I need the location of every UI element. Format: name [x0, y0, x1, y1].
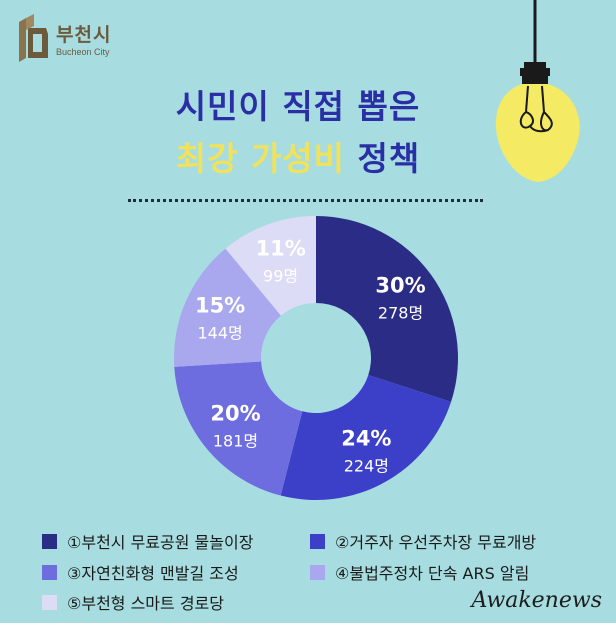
title-line-1: 시민이 직접 뽑은	[175, 87, 421, 126]
donut-slice-5	[225, 216, 316, 316]
lightbulb-icon	[495, 0, 580, 182]
legend-item-2: ②거주자 우선주차장 무료개방	[310, 529, 536, 553]
legend-item-4: ④불법주정차 단속 ARS 알림	[310, 560, 529, 584]
slice-percent-label-5: 11%	[255, 237, 305, 261]
legend-item-1: ①부천시 무료공원 물놀이장	[42, 529, 253, 553]
slice-count-label-2: 224명	[344, 457, 389, 476]
slice-percent-label-2: 24%	[341, 427, 391, 451]
legend-label: ⑤부천형 스마트 경로당	[67, 594, 224, 613]
donut-slice-2	[280, 374, 452, 501]
legend-swatch	[310, 533, 325, 549]
logo-name: 부천시	[56, 24, 112, 46]
donut-slice-4	[173, 248, 281, 367]
legend-label: ①부천시 무료공원 물놀이장	[67, 533, 254, 552]
legend-swatch	[42, 533, 57, 549]
slice-count-label-1: 278명	[378, 304, 423, 323]
legend-label: ②거주자 우선주차장 무료개방	[335, 533, 537, 552]
legend-label: ④불법주정차 단속 ARS 알림	[335, 564, 530, 583]
legend-label: ③자연친화형 맨발길 조성	[67, 564, 239, 583]
title-rest: 정책	[345, 139, 421, 178]
title-line-2: 최강 가성비 정책	[0, 132, 596, 180]
slice-count-label-3: 181명	[213, 432, 258, 451]
legend-swatch	[310, 564, 325, 580]
watermark: Awakenews	[471, 588, 602, 613]
slice-count-label-4: 144명	[197, 323, 242, 342]
slice-percent-label-3: 20%	[210, 402, 260, 426]
bucheon-logo: 부천시 Bucheon City	[16, 14, 126, 66]
donut-slice-1	[316, 216, 458, 402]
title-highlight: 최강 가성비	[175, 139, 346, 178]
bucheon-logo-icon	[19, 14, 48, 62]
legend-item-3: ③자연친화형 맨발길 조성	[42, 560, 239, 584]
dotted-divider	[128, 199, 483, 202]
legend-swatch	[42, 564, 57, 580]
donut-slice-3	[174, 361, 303, 496]
logo-subtitle: Bucheon City	[56, 47, 110, 57]
legend-item-5: ⑤부천형 스마트 경로당	[42, 590, 224, 614]
legend-swatch	[42, 594, 57, 610]
slice-count-label-5: 99명	[263, 267, 298, 286]
slice-percent-label-1: 30%	[375, 274, 425, 298]
slice-percent-label-4: 15%	[195, 293, 245, 317]
